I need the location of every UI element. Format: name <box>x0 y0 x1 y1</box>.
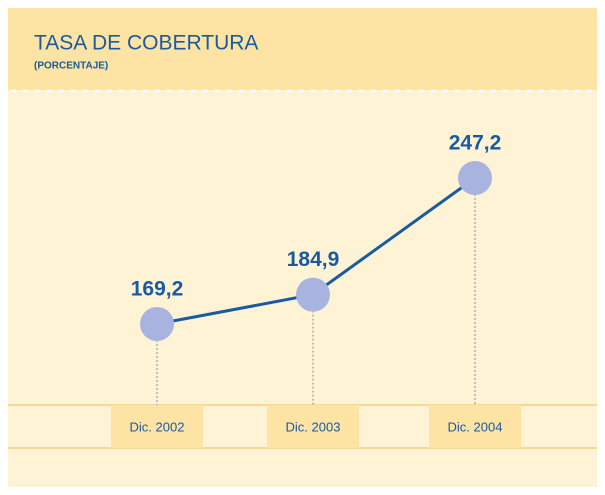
chart-subtitle: (PORCENTAJE) <box>34 61 108 72</box>
x-tick-label: Dic. 2004 <box>448 419 503 434</box>
header-band <box>8 8 597 90</box>
plot: Dic. 2002 Dic. 2003 Dic. 2004 169,2 184,9 247… <box>111 132 521 448</box>
category-box <box>267 405 359 448</box>
x-tick-label: Dic. 2003 <box>286 419 341 434</box>
marker <box>458 161 492 195</box>
category-box <box>429 405 521 448</box>
category-box <box>111 405 203 448</box>
data-label: 247,2 <box>449 132 502 155</box>
marker <box>140 307 174 341</box>
marker <box>296 277 330 312</box>
chart-title: TASA DE COBERTURA <box>34 32 258 55</box>
x-tick-label: Dic. 2002 <box>130 419 185 434</box>
data-label: 169,2 <box>131 278 184 301</box>
data-label: 184,9 <box>287 248 340 271</box>
